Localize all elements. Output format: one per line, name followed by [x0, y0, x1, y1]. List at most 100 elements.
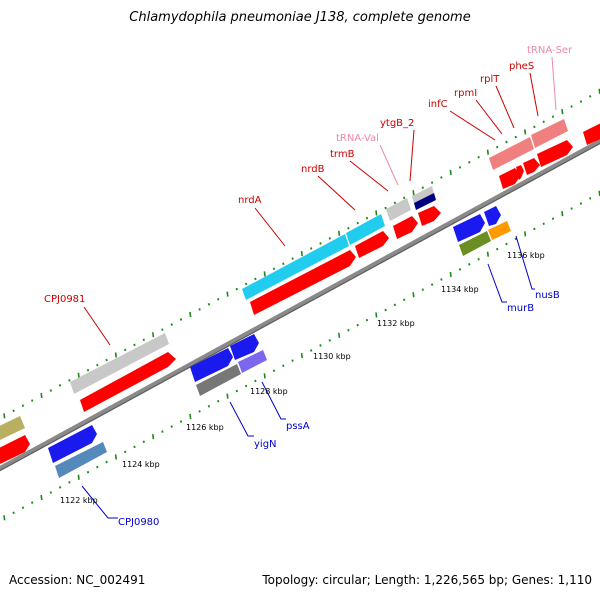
feature-label-murb: murB [507, 303, 534, 314]
upper-ruler-tick [579, 100, 583, 103]
feature-block-trmb-gray [386, 198, 411, 221]
lower-ruler-tick [244, 384, 248, 388]
upper-ruler-tick [533, 125, 536, 129]
lower-ruler-tick [272, 369, 276, 373]
upper-ruler-tick [133, 343, 136, 347]
lower-ruler-tick [31, 501, 34, 504]
lower-ruler-tick [68, 481, 71, 484]
ruler-tick-label: 1134 kbp [441, 285, 479, 294]
lower-ruler-tick [12, 511, 15, 515]
ruler-tick-label: 1124 kbp [122, 460, 160, 469]
upper-ruler-tick [514, 135, 517, 139]
feature-block-rpmi [516, 165, 524, 180]
feature-block-ytgb2 [418, 206, 441, 226]
ruler-tick-label: 1128 kbp [250, 387, 288, 396]
upper-ruler-tick [152, 332, 155, 338]
feature-block-trmb [393, 216, 418, 239]
lower-ruler-tick [189, 413, 192, 420]
feature-block-nrda-cyan [242, 234, 349, 300]
feature-label-yign: yigN [254, 439, 277, 450]
upper-ruler-tick [338, 230, 341, 236]
upper-ruler-tick [170, 323, 173, 326]
lower-ruler-tick [440, 278, 443, 281]
lower-ruler-tick [58, 486, 62, 489]
feature-block-murb [459, 231, 491, 256]
lower-ruler-tick [3, 515, 6, 521]
lower-ruler-tick [310, 349, 313, 352]
lower-ruler-tick [430, 283, 434, 286]
upper-ruler-tick [226, 291, 229, 297]
ruler-tick-label: 1126 kbp [186, 423, 224, 432]
upper-ruler-tick [561, 109, 564, 115]
upper-ruler-tick [486, 149, 489, 155]
feature-block-right-red [583, 123, 600, 145]
lower-ruler-tick [477, 257, 480, 261]
upper-ruler-tick [86, 368, 90, 372]
lower-ruler-tick [161, 430, 164, 433]
lower-ruler-tick [589, 197, 592, 200]
lower-ruler-tick [384, 308, 387, 312]
upper-ruler-tick [458, 166, 462, 169]
feature-block-yign-blue [190, 348, 233, 382]
lower-ruler-tick [496, 247, 499, 251]
upper-ruler-tick [468, 161, 471, 164]
lower-ruler-tick [375, 312, 378, 318]
leader-line [254, 207, 286, 247]
feature-label-trna-val: tRNA-Val [336, 133, 379, 144]
feature-block-cpj0981 [80, 352, 176, 412]
lower-ruler-tick [133, 445, 136, 449]
upper-ruler-tick [328, 237, 331, 240]
upper-ruler-tick [40, 392, 43, 399]
lower-ruler-tick [468, 263, 471, 266]
upper-ruler-tick [430, 181, 434, 184]
forward-strand-features [0, 119, 600, 464]
feature-block-pssa [238, 350, 267, 373]
feature-block-nusb [488, 221, 511, 240]
lower-ruler-tick [421, 288, 424, 291]
upper-ruler-tick [505, 140, 508, 144]
lower-ruler-tick [170, 425, 173, 428]
leader-line [261, 381, 286, 420]
lower-ruler-tick [226, 393, 229, 399]
lower-ruler-tick [542, 222, 545, 226]
upper-ruler-tick [244, 282, 248, 286]
ruler-tick-label: 1132 kbp [377, 319, 415, 328]
upper-ruler-tick [440, 176, 443, 179]
lower-ruler-tick [263, 373, 266, 379]
upper-ruler-tick [291, 257, 294, 260]
lower-ruler-tick [114, 454, 117, 460]
ruler-tick-label: 1122 kbp [60, 496, 98, 505]
upper-ruler-tick [235, 287, 238, 291]
lower-ruler-tick [356, 323, 359, 327]
feature-label-ytgb-2: ytgB_2 [380, 118, 414, 129]
map-title: Chlamydophila pneumoniae J138, complete … [129, 10, 471, 25]
upper-ruler-tick [142, 338, 145, 342]
feature-block-nusb-blue [484, 206, 501, 226]
lower-ruler-tick [254, 379, 257, 383]
backbone-shadow [0, 142, 600, 472]
leader-line [551, 56, 557, 111]
leader-lines [81, 56, 557, 519]
feature-label-rplt: rplT [480, 74, 500, 85]
feature-label-rpmi: rpmI [454, 88, 477, 99]
feature-block-phes [537, 140, 573, 167]
feature-block-left-khaki [0, 416, 25, 440]
upper-ruler-tick [449, 169, 452, 176]
feature-label-nrda: nrdA [238, 195, 262, 206]
lower-ruler-tick [403, 298, 406, 302]
accession-text: Accession: NC_002491 [9, 573, 146, 587]
leader-line [317, 175, 356, 211]
upper-ruler-tick [403, 196, 406, 200]
leader-line [529, 72, 539, 117]
upper-ruler-tick [542, 120, 545, 124]
lower-ruler-tick [486, 251, 489, 257]
lower-ruler-tick [393, 303, 397, 307]
backbone [0, 138, 600, 472]
upper-ruler-tick [49, 389, 52, 392]
lower-ruler-tick [207, 405, 211, 408]
feature-block-murb-blue [453, 214, 485, 242]
lower-ruler-tick [49, 491, 52, 494]
upper-ruler-tick [114, 352, 117, 358]
feature-label-phes: pheS [509, 61, 534, 72]
upper-ruler-tick [282, 262, 285, 265]
